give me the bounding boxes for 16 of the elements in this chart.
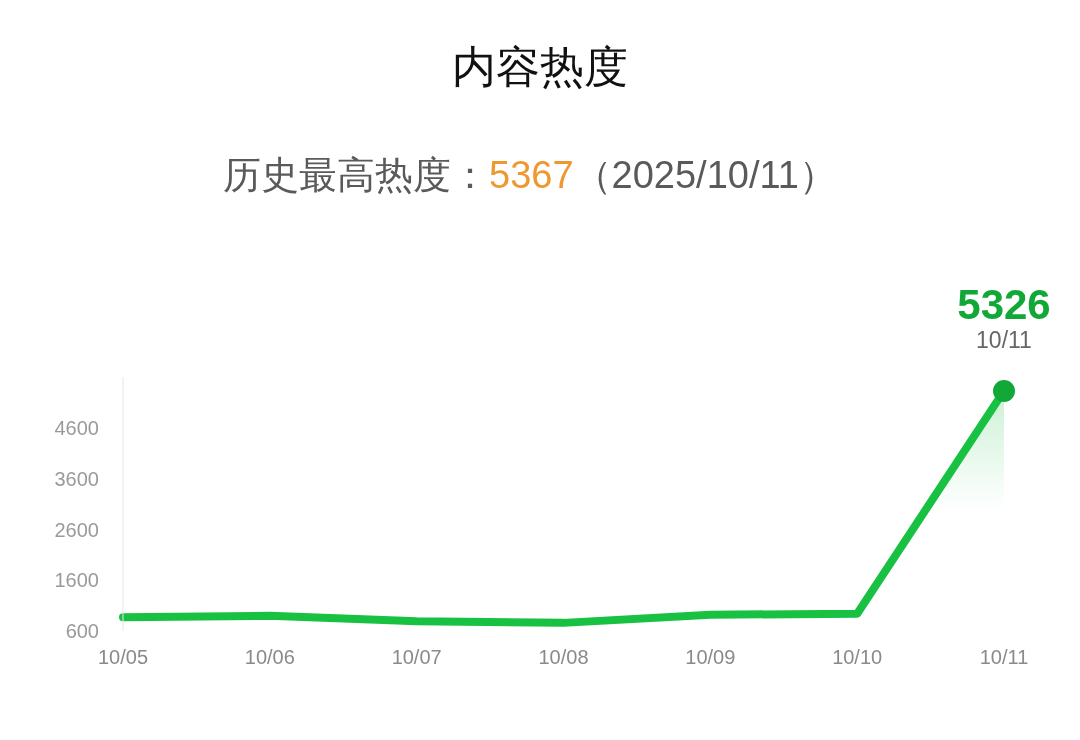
x-tick-label: 10/09 [685,646,736,669]
annotation: 10/11 [976,326,1032,353]
chart-title: 内容热度 [451,41,629,93]
y-tick-label: 2600 [54,518,99,541]
y-tick-label: 600 [65,620,99,643]
x-tick-label: 10/06 [244,646,295,669]
x-tick-label: 10/07 [391,646,442,669]
chart-subtitle: 历史最高热度：5367（2025/10/11） [222,153,838,198]
data-label: 5326 [957,280,1051,328]
y-tick-label: 1600 [54,569,99,592]
y-tick-label: 4600 [54,416,99,439]
x-tick-label: 10/10 [832,646,883,669]
x-tick-label: 10/05 [97,646,149,669]
x-tick-label: 10/11 [979,646,1029,669]
y-tick-label: 3600 [54,467,99,490]
x-tick-label: 10/08 [538,646,589,669]
